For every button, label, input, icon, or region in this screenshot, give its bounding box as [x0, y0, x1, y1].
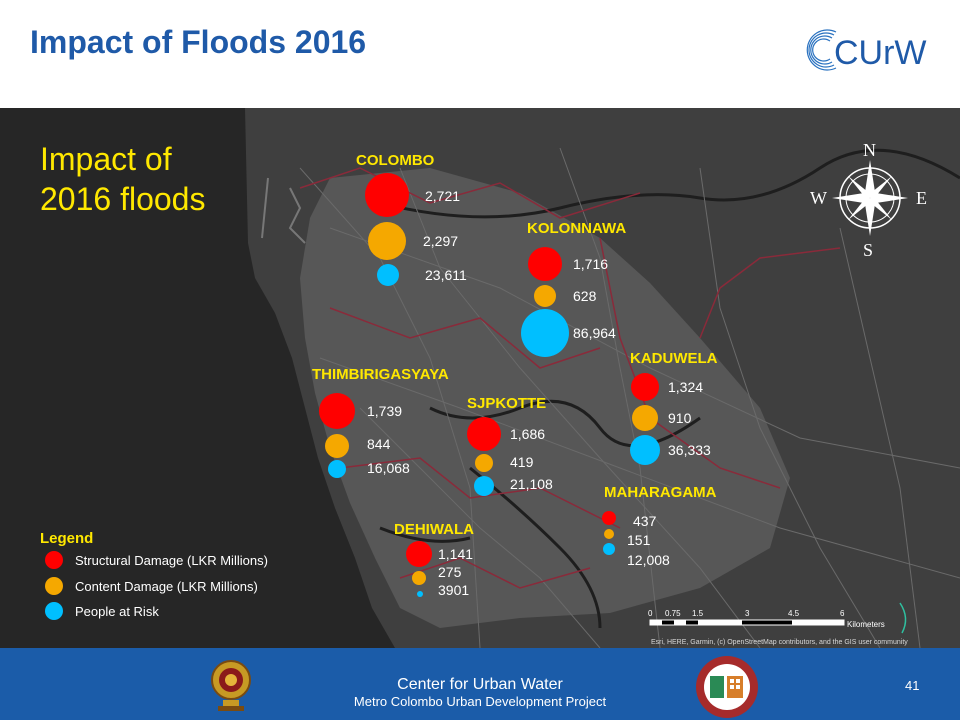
legend-structural-label: Structural Damage (LKR Millions)	[75, 553, 268, 568]
value-content-maharagama: 151	[627, 532, 651, 548]
mcudp-logo	[696, 656, 758, 718]
value-content-colombo: 2,297	[423, 233, 458, 249]
marker-content-kolonnawa	[534, 285, 556, 307]
value-structural-colombo: 2,721	[425, 188, 460, 204]
map-heading-line1: Impact of	[40, 141, 172, 177]
marker-content-sjpkotte	[475, 454, 493, 472]
marker-people-colombo	[377, 264, 399, 286]
legend-title: Legend	[40, 530, 93, 547]
marker-structural-colombo	[365, 173, 409, 217]
compass-e: E	[916, 188, 927, 208]
marker-structural-dehiwala	[406, 541, 432, 567]
legend-content-swatch	[45, 577, 63, 595]
scale-tick-3: 3	[745, 609, 750, 618]
curw-logo: CUrW	[806, 29, 927, 72]
footer-bar	[0, 648, 960, 720]
scale-unit: Kilometers	[847, 620, 885, 629]
value-content-dehiwala: 275	[438, 564, 462, 580]
value-people-thimbirigasyaya: 16,068	[367, 460, 410, 476]
value-content-sjpkotte: 419	[510, 454, 534, 470]
region-name-thimbirigasyaya: THIMBIRIGASYAYA	[312, 366, 449, 383]
value-people-dehiwala: 3901	[438, 582, 469, 598]
flood-map: Impact of 2016 floods N S E W COLOMBO 2,…	[0, 108, 960, 648]
value-structural-kaduwela: 1,324	[668, 379, 703, 395]
slide-title: Impact of Floods 2016	[30, 24, 367, 60]
marker-people-dehiwala	[417, 591, 423, 597]
legend-people-swatch	[45, 602, 63, 620]
region-markers: COLOMBO 2,721 2,297 23,611 KOLONNAWA 1,7…	[312, 152, 718, 598]
legend-content-label: Content Damage (LKR Millions)	[75, 579, 258, 594]
logo-text: CUrW	[834, 34, 927, 72]
region-name-maharagama: MAHARAGAMA	[604, 484, 717, 501]
region-name-sjpkotte: SJPKOTTE	[467, 395, 546, 412]
marker-content-kaduwela	[632, 405, 658, 431]
value-structural-sjpkotte: 1,686	[510, 426, 545, 442]
footer-org-name: Center for Urban Water	[397, 676, 563, 693]
value-content-kaduwela: 910	[668, 410, 692, 426]
compass-rose: N S E W	[810, 140, 927, 260]
page-number: 41	[905, 678, 920, 693]
value-people-kaduwela: 36,333	[668, 442, 711, 458]
map-attribution: Esri, HERE, Garmin, (c) OpenStreetMap co…	[651, 639, 908, 646]
marker-people-maharagama	[603, 543, 615, 555]
region-name-colombo: COLOMBO	[356, 152, 435, 169]
region-name-dehiwala: DEHIWALA	[394, 521, 474, 538]
value-structural-dehiwala: 1,141	[438, 546, 473, 562]
marker-structural-sjpkotte	[467, 417, 501, 451]
road-network	[299, 147, 960, 648]
study-area	[300, 168, 790, 628]
marker-structural-kaduwela	[631, 373, 659, 401]
marker-structural-thimbirigasyaya	[319, 393, 355, 429]
compass-n: N	[863, 140, 876, 160]
compass-s: S	[863, 240, 873, 260]
value-people-kolonnawa: 86,964	[573, 325, 616, 341]
region-name-kaduwela: KADUWELA	[630, 350, 718, 367]
value-structural-thimbirigasyaya: 1,739	[367, 403, 402, 419]
marker-people-sjpkotte	[474, 476, 494, 496]
map-heading-line2: 2016 floods	[40, 181, 205, 217]
marker-content-maharagama	[604, 529, 614, 539]
marker-structural-kolonnawa	[528, 247, 562, 281]
value-people-sjpkotte: 21,108	[510, 476, 553, 492]
marker-structural-maharagama	[602, 511, 616, 525]
scale-tick-4: 4.5	[788, 609, 800, 618]
legend: Legend Structural Damage (LKR Millions) …	[40, 530, 268, 620]
scale-tick-1: 0.75	[665, 609, 681, 618]
legend-people-label: People at Risk	[75, 604, 159, 619]
value-content-thimbirigasyaya: 844	[367, 436, 391, 452]
scale-tick-0: 0	[648, 609, 653, 618]
region-name-kolonnawa: KOLONNAWA	[527, 220, 626, 237]
value-content-kolonnawa: 628	[573, 288, 597, 304]
footer-project-name: Metro Colombo Urban Development Project	[353, 694, 607, 709]
value-structural-kolonnawa: 1,716	[573, 256, 608, 272]
scale-tick-5: 6	[840, 609, 845, 618]
marker-people-thimbirigasyaya	[328, 460, 346, 478]
river-accent	[899, 602, 907, 634]
value-people-colombo: 23,611	[425, 267, 467, 283]
scale-bar: 0 0.75 1.5 3 4.5 6 Kilometers	[648, 609, 885, 629]
marker-content-dehiwala	[412, 571, 426, 585]
legend-structural-swatch	[45, 551, 63, 569]
marker-people-kaduwela	[630, 435, 660, 465]
compass-w: W	[810, 188, 827, 208]
scale-tick-2: 1.5	[692, 609, 704, 618]
value-people-maharagama: 12,008	[627, 552, 670, 568]
harbour	[261, 177, 306, 244]
sri-lanka-emblem	[211, 660, 251, 711]
marker-people-kolonnawa	[521, 309, 569, 357]
marker-content-thimbirigasyaya	[325, 434, 349, 458]
value-structural-maharagama: 437	[633, 513, 657, 529]
marker-content-colombo	[368, 222, 406, 260]
